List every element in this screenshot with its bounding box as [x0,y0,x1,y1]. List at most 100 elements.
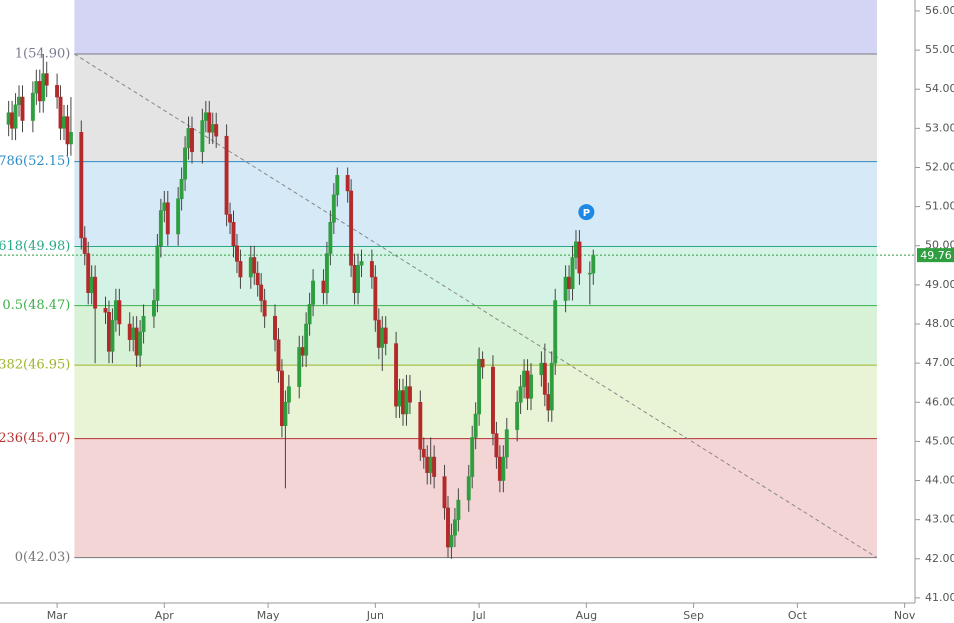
candle [349,179,354,278]
candle [273,304,277,352]
candle [501,445,506,493]
candle [383,316,388,356]
candle [494,421,499,469]
y-tick-label: 56.00 [925,4,954,17]
candle [328,210,333,266]
candle-body [421,448,426,458]
candle [477,347,482,426]
candle-body [131,327,136,340]
candle [20,85,25,133]
candle-body [207,112,212,133]
candle [518,374,523,414]
candle [176,187,181,246]
candle-body [273,315,277,340]
candle-body [525,370,530,399]
candle [231,210,236,258]
marker-label: P [583,208,590,219]
candle [549,351,554,422]
candle [103,296,108,324]
candle-body [304,323,309,356]
fib-label: 236(45.07) [0,431,70,446]
x-tick-label: Aug [576,609,597,622]
candle [369,249,374,289]
candle-body [224,135,229,215]
candle-body [176,198,181,235]
candle-body [134,327,139,356]
candle-body [62,116,66,129]
y-tick-label: 42.00 [925,552,954,565]
last-price-label: 49.76 [920,249,952,262]
candle-body [480,358,485,368]
candle-body [89,276,94,293]
candle [297,335,302,399]
candle-body [522,370,527,387]
candle [577,230,582,285]
candle-body [13,104,18,129]
candle-body [577,241,582,274]
candle [44,61,49,98]
candle-body [497,456,502,481]
candle-body [335,175,340,196]
candle-body [380,327,385,348]
candle-body [186,128,191,149]
candle-body [491,366,495,434]
candle [58,85,63,141]
candle-body [418,402,423,450]
candle-body [539,362,544,376]
fib-band [74,161,877,247]
candle [283,390,288,489]
candle-body [452,519,457,536]
candle-body [262,300,267,317]
candle [373,265,378,332]
candle [324,241,329,305]
fib-label: 786(52.15) [0,154,70,169]
candle-body [321,280,326,293]
candle-body [248,257,253,278]
candle-body [68,132,73,145]
candle-body [82,237,87,254]
candle-body [300,347,305,356]
candle [68,97,73,156]
candle [587,261,592,305]
candle-body [587,272,592,275]
trend-line [74,53,878,559]
candle [335,167,340,207]
candle [446,496,450,558]
candle-body [127,323,132,340]
candle-body [394,343,399,407]
candle-body [529,374,533,399]
candle-body [214,124,219,137]
candle-body [103,308,108,313]
fib-band [74,438,877,558]
candle-body [107,312,111,352]
candle-body [210,124,215,133]
candle [421,437,426,469]
candle-body [515,402,520,430]
candle-body [58,96,63,129]
fib-band [74,246,877,306]
x-tick-label: Jul [471,609,485,622]
candle-body [369,261,374,278]
candle-body [397,390,402,407]
candle [466,464,471,512]
candle-body [44,73,49,86]
candle-body [425,456,430,473]
candle [304,312,309,368]
candle [480,351,485,379]
candle-body [141,315,146,333]
candle [418,390,423,461]
x-tick-label: Mar [47,609,68,622]
y-tick-label: 55.00 [925,43,954,56]
candle [158,198,163,258]
candle-body [228,214,232,223]
candle [79,120,84,250]
x-tick-label: May [257,609,280,622]
fib-label: 0.5(48.47) [2,298,70,313]
x-tick-label: Oct [788,609,808,622]
candle-body [6,112,11,125]
fib-band [74,54,877,162]
candle-body [574,241,578,258]
fib-label: 1(54.90) [15,47,71,62]
x-tick-label: Sep [683,609,704,622]
candle-body [283,402,288,426]
